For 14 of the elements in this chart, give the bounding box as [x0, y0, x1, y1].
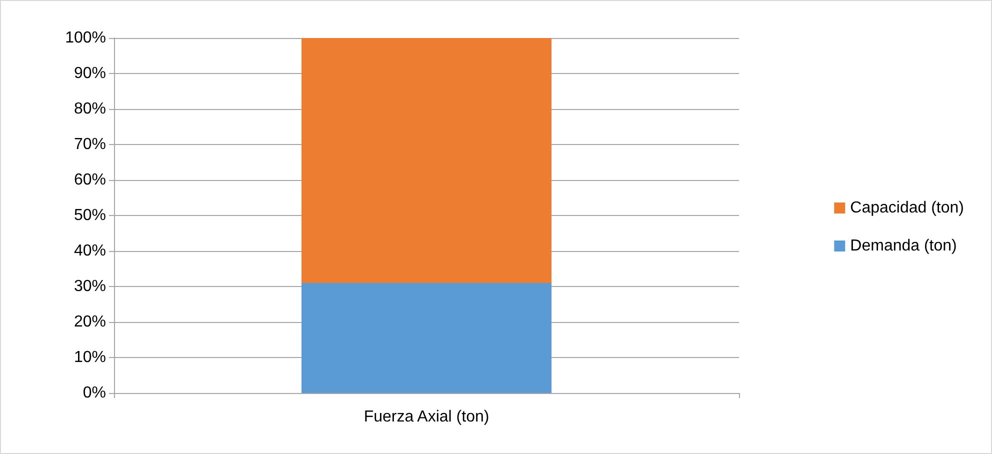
y-tick-label: 70% — [74, 136, 106, 153]
y-tick-label: 50% — [74, 207, 106, 224]
y-tick-label: 90% — [74, 65, 106, 82]
y-tick-label: 40% — [74, 242, 106, 260]
y-tick-label: 20% — [74, 314, 106, 330]
y-tick-label: 10% — [74, 349, 106, 366]
legend-label: Capacidad (ton) — [850, 200, 964, 216]
y-tick-label: 100% — [65, 30, 106, 46]
y-tick-label: 0% — [82, 384, 106, 402]
x-tick-label: Fuerza Axial (ton) — [364, 408, 490, 426]
y-tick-label: 60% — [74, 172, 106, 188]
y-tick-label: 30% — [74, 278, 106, 295]
legend-label: Demanda (ton) — [850, 238, 957, 254]
y-tick-label: 80% — [74, 100, 106, 118]
